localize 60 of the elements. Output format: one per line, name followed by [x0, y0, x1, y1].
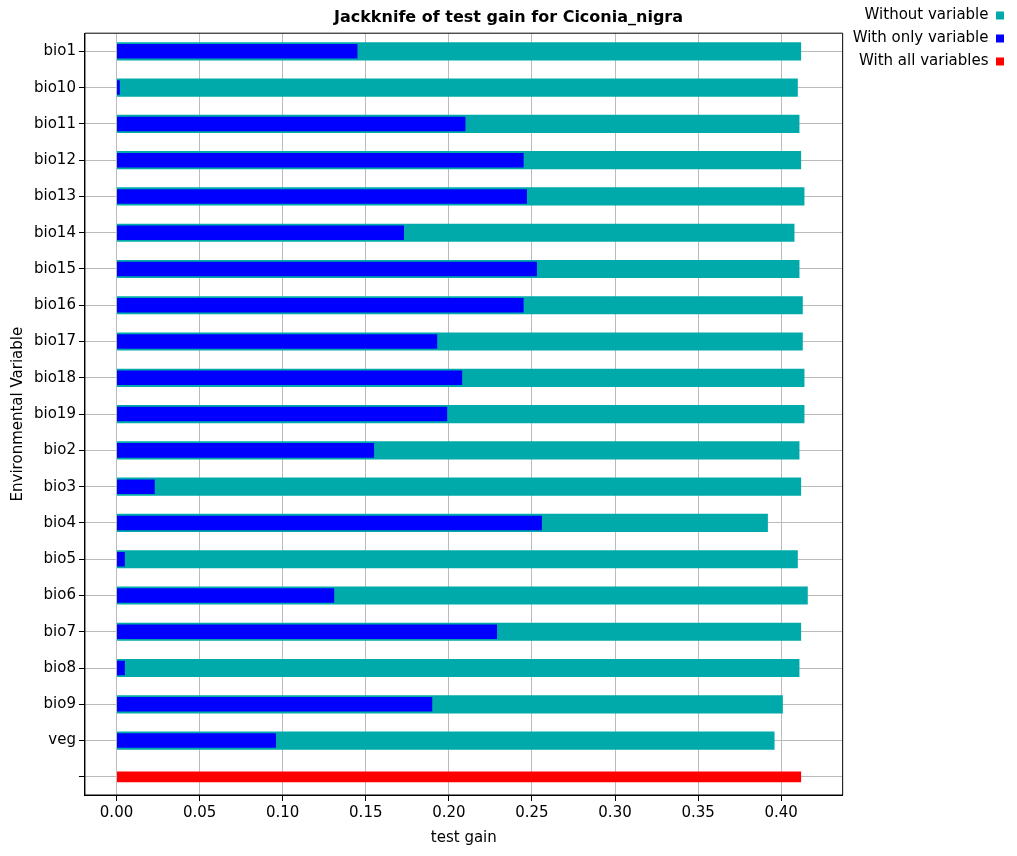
x-tick-label: 0.15: [349, 802, 383, 821]
y-tick-label: bio19: [34, 403, 76, 422]
legend-label: With all variables: [859, 51, 989, 70]
y-tick-label: bio13: [34, 186, 76, 205]
bar: [117, 80, 120, 95]
y-tick-label: bio5: [43, 549, 76, 568]
legend-label: With only variable: [852, 28, 989, 47]
bar: [117, 658, 800, 678]
x-tick-label: 0.35: [681, 802, 715, 821]
y-tick-label: bio10: [34, 77, 76, 96]
bar: [117, 515, 542, 531]
y-tick-label: bio2: [43, 440, 76, 459]
y-tick-label: veg: [48, 730, 76, 749]
y-tick-label: bio3: [43, 476, 76, 495]
chart-title: Jackknife of test gain for Ciconia_nigra: [332, 6, 684, 26]
y-tick-label: bio15: [34, 258, 76, 277]
bar: [117, 551, 125, 567]
bar: [117, 298, 524, 313]
y-tick-label: bio1: [43, 41, 76, 60]
bar: [117, 477, 802, 496]
bar: [117, 225, 404, 240]
bar: [117, 261, 537, 277]
x-tick-label: 0.00: [99, 802, 134, 821]
bar: [117, 660, 125, 676]
x-tick-label: 0.30: [598, 802, 632, 821]
bar: [117, 733, 277, 748]
x-tick-label: 0.10: [265, 802, 300, 821]
bar: [117, 771, 802, 783]
y-tick-label: bio16: [34, 295, 76, 314]
y-tick-label: bio12: [34, 150, 76, 169]
bar: [117, 443, 375, 458]
bar: [117, 406, 448, 422]
bar: [117, 479, 155, 494]
x-tick-label: 0.40: [764, 802, 798, 821]
bar: [117, 697, 433, 712]
bar: [117, 116, 466, 132]
y-tick-label: bio6: [43, 585, 76, 604]
bar: [117, 78, 798, 97]
y-tick-label: bio18: [34, 367, 76, 386]
y-tick-label: bio8: [43, 657, 76, 676]
y-tick-label: bio4: [43, 512, 76, 531]
bar: [117, 370, 463, 386]
y-tick-label: bio7: [43, 621, 76, 640]
bar: [117, 588, 335, 603]
y-tick-label: bio14: [34, 222, 76, 241]
bar: [117, 189, 527, 204]
y-axis-title: Environmental Variable: [7, 326, 26, 502]
legend-label: Without variable: [864, 5, 989, 24]
bar: [117, 550, 798, 569]
bar: [117, 44, 358, 59]
y-tick-label: bio11: [34, 113, 76, 132]
bar: [117, 334, 438, 349]
bar: [117, 624, 498, 640]
x-axis-title: test gain: [430, 827, 497, 846]
bar: [117, 152, 524, 168]
x-tick-label: 0.25: [515, 802, 549, 821]
y-tick-label: bio9: [43, 694, 76, 713]
x-tick-label: 0.20: [432, 802, 466, 821]
y-tick-label: bio17: [34, 331, 76, 350]
x-tick-label: 0.05: [182, 802, 217, 821]
